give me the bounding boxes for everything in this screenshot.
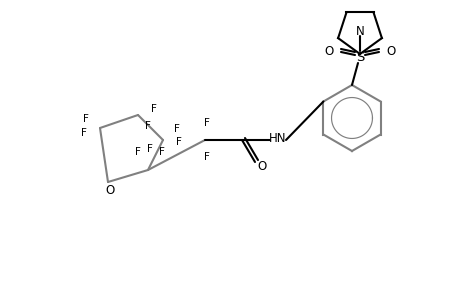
Text: O: O xyxy=(386,44,395,58)
Text: F: F xyxy=(83,114,89,124)
Text: F: F xyxy=(176,137,182,147)
Text: N: N xyxy=(355,25,364,38)
Text: HN: HN xyxy=(269,131,286,145)
Text: F: F xyxy=(204,152,209,162)
Text: F: F xyxy=(159,147,165,157)
Text: S: S xyxy=(355,50,364,64)
Text: F: F xyxy=(135,147,140,157)
Text: F: F xyxy=(147,144,152,154)
Text: O: O xyxy=(257,160,266,172)
Text: F: F xyxy=(145,121,151,131)
Text: F: F xyxy=(174,124,179,134)
Text: O: O xyxy=(105,184,114,197)
Text: F: F xyxy=(81,128,87,138)
Text: O: O xyxy=(324,44,333,58)
Text: F: F xyxy=(204,118,209,128)
Text: F: F xyxy=(151,104,157,114)
